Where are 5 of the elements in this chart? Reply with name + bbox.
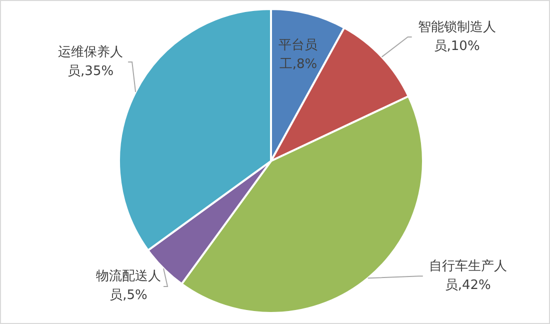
slice-label: 运维保养人员,35% [57,44,124,81]
slice-label: 智能锁制造人员,10% [416,18,497,56]
slice-label: 自行车生产人员,42% [428,258,508,296]
slice-label: 平台员工,8% [278,36,319,74]
slice-label: 物流配送人员,5% [95,268,162,306]
